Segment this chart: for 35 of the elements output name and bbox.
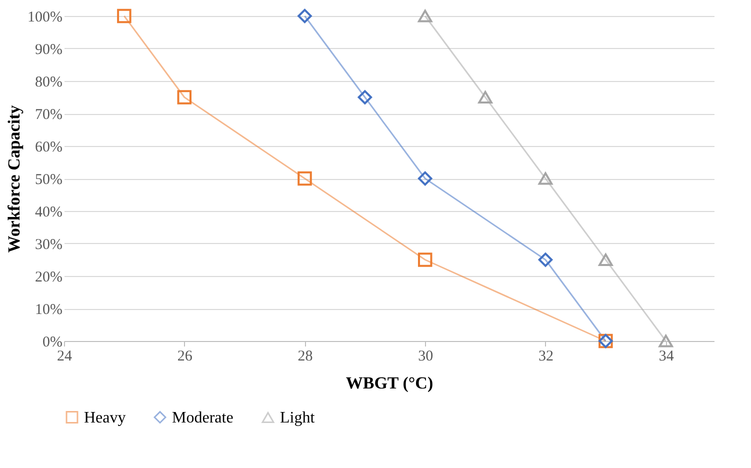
x-tick-label: 26 <box>177 348 193 364</box>
y-tick-label: 60% <box>35 140 62 156</box>
y-tick-label: 10% <box>35 302 62 318</box>
point <box>177 90 192 104</box>
y-tick-label: 0% <box>42 334 62 350</box>
point <box>298 171 312 186</box>
y-tick-label: 70% <box>35 107 62 123</box>
point <box>418 10 432 22</box>
x-axis-title: WBGT (°C) <box>346 374 434 392</box>
y-tick-label: 40% <box>35 204 62 220</box>
x-tick-label: 24 <box>57 348 72 364</box>
y-tick-label: 50% <box>35 172 62 188</box>
y-tick-label: 20% <box>35 270 62 286</box>
point <box>598 253 613 266</box>
point <box>358 90 372 104</box>
legend-label: Heavy <box>84 409 126 426</box>
point <box>298 8 312 24</box>
y-tick-label: 100% <box>28 10 62 26</box>
y-tick-label: 30% <box>35 237 62 253</box>
x-tick-label: 28 <box>298 348 313 364</box>
point <box>418 171 432 186</box>
x-tick-label: 32 <box>538 348 554 364</box>
point <box>478 90 492 104</box>
legend-label: Moderate <box>172 409 234 426</box>
point <box>538 252 553 267</box>
legend-label: Light <box>280 410 316 426</box>
y-tick-label: 80% <box>35 74 62 90</box>
point <box>418 252 432 267</box>
point <box>538 172 553 185</box>
x-tick-label: 30 <box>418 348 434 364</box>
point <box>117 8 132 24</box>
y-tick-label: 90% <box>35 42 62 58</box>
y-axis-title: Workforce Capacity <box>4 104 24 253</box>
x-tick-label: 34 <box>658 348 674 364</box>
point <box>658 334 673 348</box>
